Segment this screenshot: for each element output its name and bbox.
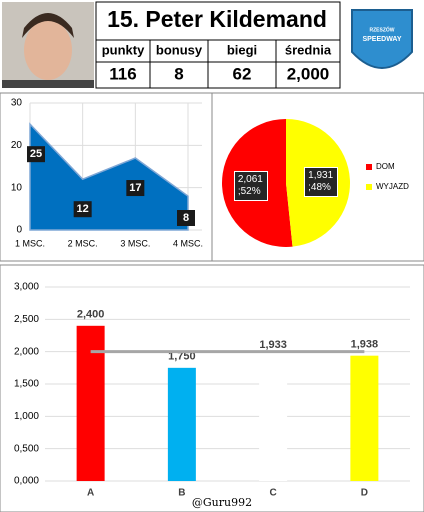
y-tick-label: 0,500 [14,443,39,454]
stat-label: biegi [227,42,257,57]
data-label: 8 [183,212,189,224]
y-tick-label: 2,000 [14,346,39,357]
y-tick-label: 0,000 [14,476,39,487]
bar [350,355,379,481]
stat-label: średnia [285,42,332,57]
data-label: 2,061 ;52% [233,170,268,201]
data-label: 1,938 [351,339,379,351]
legend-swatch [366,164,372,170]
y-tick-label: 10 [11,182,23,193]
legend-swatch [366,184,372,190]
y-tick-label: 20 [11,140,23,151]
legend-label: WYJAZD [376,182,409,191]
data-label: 1,750 [168,351,196,363]
stat-value: 8 [174,64,183,83]
stat-value: 2,000 [287,64,330,83]
y-tick-label: 3,000 [14,282,39,293]
x-tick-label: 1 MSC. [15,238,45,248]
data-label: 17 [129,182,141,194]
x-tick-label: C [270,488,277,499]
data-label-box [126,180,145,197]
stat-value: 62 [233,64,252,83]
table-border [95,1,341,89]
x-tick-label: B [178,488,185,499]
data-label-box [27,146,45,163]
data-label-box [177,210,195,226]
x-tick-label: A [87,488,94,499]
data-label: 2,400 [77,309,105,321]
data-label: 1,931 ;48% [304,167,339,198]
stat-value: 116 [109,64,136,83]
y-tick-label: 0 [16,225,22,236]
photo-shirt [2,80,94,88]
data-label-box [73,201,92,218]
legend-label: DOM [376,162,395,171]
x-tick-label: 4 MSC. [173,238,203,248]
logo-text: SPEEDWAY [362,36,401,43]
footer: @Guru992 [192,496,252,509]
x-tick-label: 3 MSC. [120,238,150,248]
photo-hair [22,13,74,38]
logo [351,9,413,69]
data-label: 12 [77,203,89,215]
data-label: 1,933 [259,339,287,351]
bar [259,355,288,481]
bar [76,325,105,481]
player-title: 15. Peter Kildemand [107,6,327,32]
x-tick-label: D [361,488,368,499]
y-tick-label: 1,500 [14,379,39,390]
logo-text: RZESZÓW [370,25,395,33]
panel [211,92,424,262]
data-label: 25 [30,148,42,160]
bar [167,367,196,481]
stat-label: punkty [102,42,145,57]
y-tick-label: 2,500 [14,314,39,325]
photo-face [24,20,72,80]
stat-label: bonusy [156,42,203,57]
panel [0,264,424,512]
y-tick-label: 30 [11,98,23,109]
y-tick-label: 1,000 [14,411,39,422]
x-tick-label: 2 MSC. [68,238,98,248]
area [29,122,189,231]
